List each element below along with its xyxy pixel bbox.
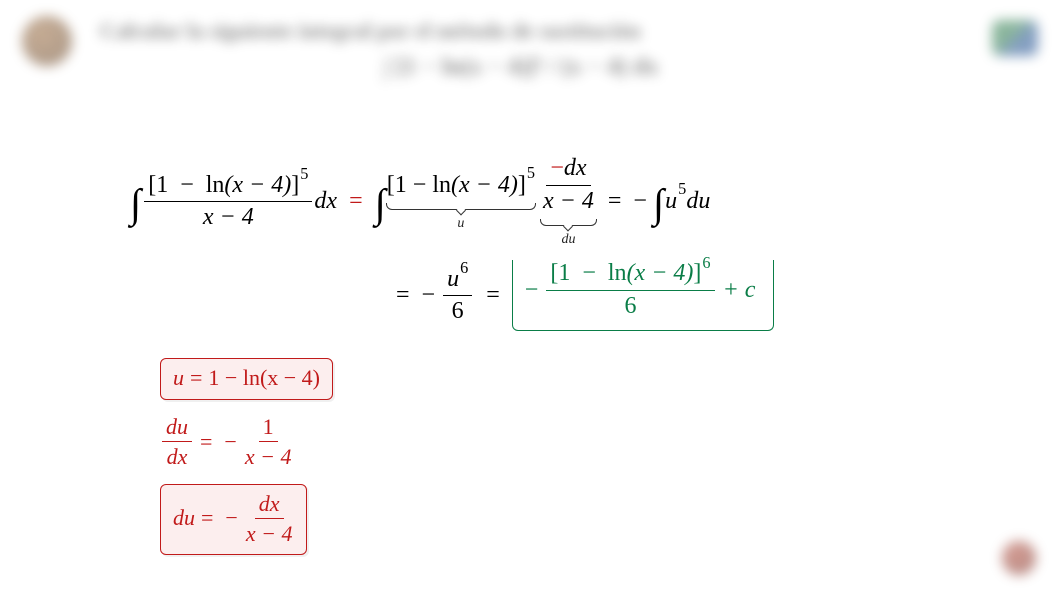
sub-xminus4-1: x − 4 bbox=[245, 442, 292, 469]
lbr2: [ bbox=[387, 172, 395, 199]
integral-sign-2: ∫ bbox=[375, 180, 386, 227]
minus-outer: − bbox=[633, 188, 647, 215]
sub-u-rhs: 1 − ln(x − 4) bbox=[208, 365, 320, 391]
ubrace-label-u: u bbox=[457, 216, 464, 232]
rbr2: ] bbox=[518, 172, 526, 199]
lbr: [ bbox=[148, 172, 156, 198]
minus-1: − bbox=[180, 172, 194, 198]
exp6-2: 6 bbox=[702, 253, 710, 272]
frac-final: [1 − ln(x − 4)]6 6 bbox=[546, 260, 714, 320]
logo-right-top bbox=[992, 20, 1038, 56]
dx-2: dx bbox=[564, 155, 587, 181]
ubrace-label-du: du bbox=[561, 232, 575, 248]
sub-eq-1: = bbox=[190, 365, 202, 391]
frac-original: [1 − ln(x − 4)]5 x − 4 bbox=[144, 172, 312, 232]
xminus4-paren-3: (x − 4) bbox=[627, 260, 694, 286]
xminus4-paren-2: (x − 4) bbox=[451, 172, 518, 199]
plus-c: + c bbox=[723, 277, 756, 304]
sub-minus-3: − bbox=[225, 505, 237, 531]
six-1: 6 bbox=[452, 296, 464, 326]
ln: ln bbox=[206, 172, 225, 198]
one2: 1 bbox=[395, 172, 407, 199]
minus-3: − bbox=[582, 260, 596, 286]
title-text: Calcular la siguiente integral por el mé… bbox=[100, 18, 641, 43]
integral-step-line-1: ∫ [1 − ln(x − 4)]5 x − 4 dx = ∫ [1 − ln(… bbox=[130, 155, 710, 248]
sub-dudx-rhs: 1 x − 4 bbox=[245, 414, 292, 470]
sub-1: 1 bbox=[259, 414, 278, 442]
exp5-3: 5 bbox=[678, 179, 686, 199]
sub-du-lhs: du bbox=[173, 505, 195, 531]
eq-1b: = bbox=[608, 188, 622, 215]
page-title-blurred: Calcular la siguiente integral por el mé… bbox=[100, 18, 942, 81]
eq-red-1: = bbox=[349, 188, 363, 215]
underbrace-u: [1 − ln(x − 4)]5 u bbox=[387, 172, 535, 232]
integral-sign-3: ∫ bbox=[653, 180, 664, 227]
sub-dudx-lhs: du dx bbox=[162, 414, 192, 470]
minus-2: − bbox=[413, 172, 427, 199]
sub-minus-2: − bbox=[224, 429, 236, 455]
header-formula-blurred: ∫ [1 − ln(x − 4)]⁵ / (x − 4) dx bbox=[100, 54, 942, 81]
du-1: du bbox=[686, 188, 710, 215]
exp5-2: 5 bbox=[527, 163, 535, 183]
sub-xminus4-2: x − 4 bbox=[246, 519, 293, 546]
sub-du-box: du = − dx x − 4 bbox=[160, 484, 307, 556]
substitution-block: u = 1 − ln(x − 4) du dx = − 1 x − 4 du =… bbox=[160, 358, 333, 555]
six-2: 6 bbox=[624, 291, 636, 321]
ln2: ln bbox=[432, 172, 451, 199]
rbr: ] bbox=[291, 172, 299, 198]
logo-left bbox=[22, 16, 72, 66]
xminus4-den-1: x − 4 bbox=[203, 202, 254, 232]
sub-du: du bbox=[162, 414, 192, 442]
sub-du-rhs: dx x − 4 bbox=[246, 491, 293, 547]
eq-2b: = bbox=[486, 282, 500, 309]
minus-red-du: − bbox=[550, 155, 564, 181]
u-2: u bbox=[447, 266, 459, 292]
underbrace-du: −dx x − 4 du bbox=[541, 155, 596, 248]
sub-u-lhs: u bbox=[173, 365, 184, 391]
frac-u6: u6 6 bbox=[443, 266, 472, 326]
sub-u-def-box: u = 1 − ln(x − 4) bbox=[160, 358, 333, 400]
rbr3: ] bbox=[693, 260, 701, 286]
dx-1: dx bbox=[314, 188, 337, 215]
one3: 1 bbox=[558, 260, 570, 286]
xminus4-paren-1: (x − 4) bbox=[224, 172, 291, 198]
integral-sign-1: ∫ bbox=[130, 180, 141, 227]
one: 1 bbox=[156, 172, 168, 198]
minus-2a: − bbox=[422, 282, 436, 309]
exp5-1: 5 bbox=[300, 164, 308, 183]
sub-eq-2: = bbox=[200, 429, 212, 455]
logo-right-bottom bbox=[1002, 541, 1036, 575]
xminus4-den-2: x − 4 bbox=[543, 186, 594, 216]
sub-dx-top: dx bbox=[255, 491, 284, 519]
minus-final: − bbox=[525, 277, 539, 304]
ln3: ln bbox=[608, 260, 627, 286]
sub-eq-3: = bbox=[201, 505, 213, 531]
sub-dudx-line: du dx = − 1 x − 4 bbox=[160, 414, 293, 470]
exp6-1: 6 bbox=[460, 258, 468, 277]
integral-step-line-2: = − u6 6 = − [1 − ln(x − 4)]6 6 + c bbox=[390, 260, 774, 331]
final-answer-box: − [1 − ln(x − 4)]6 6 + c bbox=[512, 260, 775, 331]
u-1: u bbox=[665, 188, 677, 215]
frac-du: −dx x − 4 bbox=[543, 155, 594, 215]
eq-2a: = bbox=[396, 282, 410, 309]
sub-dx: dx bbox=[167, 442, 188, 469]
